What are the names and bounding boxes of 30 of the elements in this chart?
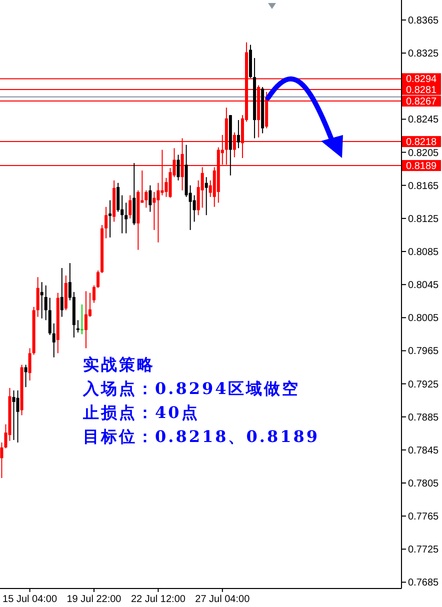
- ref-line-label: 0.8281: [406, 84, 437, 96]
- ref-line-label: 0.8267: [406, 96, 437, 108]
- y-tick-label: 0.7885: [408, 412, 439, 424]
- annotation: 止损点：40点: [83, 403, 200, 422]
- y-tick-label: 0.8205: [408, 148, 439, 159]
- x-tick-label: 15 Jul 04:00: [2, 594, 58, 605]
- annotation: 实战策略: [83, 355, 155, 374]
- y-tick-label: 0.8045: [408, 280, 439, 292]
- y-tick-label: 0.7685: [408, 578, 439, 589]
- ref-line-label: 0.8218: [406, 137, 437, 148]
- y-tick-label: 0.8245: [408, 114, 439, 126]
- x-tick-label: 27 Jul 04:00: [195, 594, 250, 605]
- annotation: 入场点：0.8294区域做空: [83, 379, 300, 398]
- ref-line-label: 0.8189: [406, 161, 437, 172]
- y-tick-label: 0.7845: [408, 445, 439, 456]
- y-tick-label: 0.8325: [408, 48, 439, 60]
- x-tick-label: 22 Jul 12:00: [130, 594, 186, 605]
- y-tick-label: 0.8005: [408, 313, 439, 324]
- y-tick-label: 0.8365: [408, 16, 439, 27]
- y-tick-label: 0.8085: [408, 247, 439, 258]
- x-tick-label: 19 Jul 22:00: [66, 594, 122, 605]
- ref-line-label: 0.8294: [406, 74, 437, 86]
- y-tick-label: 0.7965: [408, 346, 439, 358]
- annotation: 目标位：0.8218、0.8189: [83, 427, 320, 446]
- y-tick-label: 0.7925: [408, 379, 439, 390]
- y-tick-label: 0.7805: [408, 478, 439, 490]
- y-tick-label: 0.7725: [408, 544, 439, 556]
- y-tick-label: 0.8125: [408, 214, 439, 225]
- y-tick-label: 0.7765: [408, 512, 439, 523]
- y-tick-label: 0.8165: [408, 180, 439, 192]
